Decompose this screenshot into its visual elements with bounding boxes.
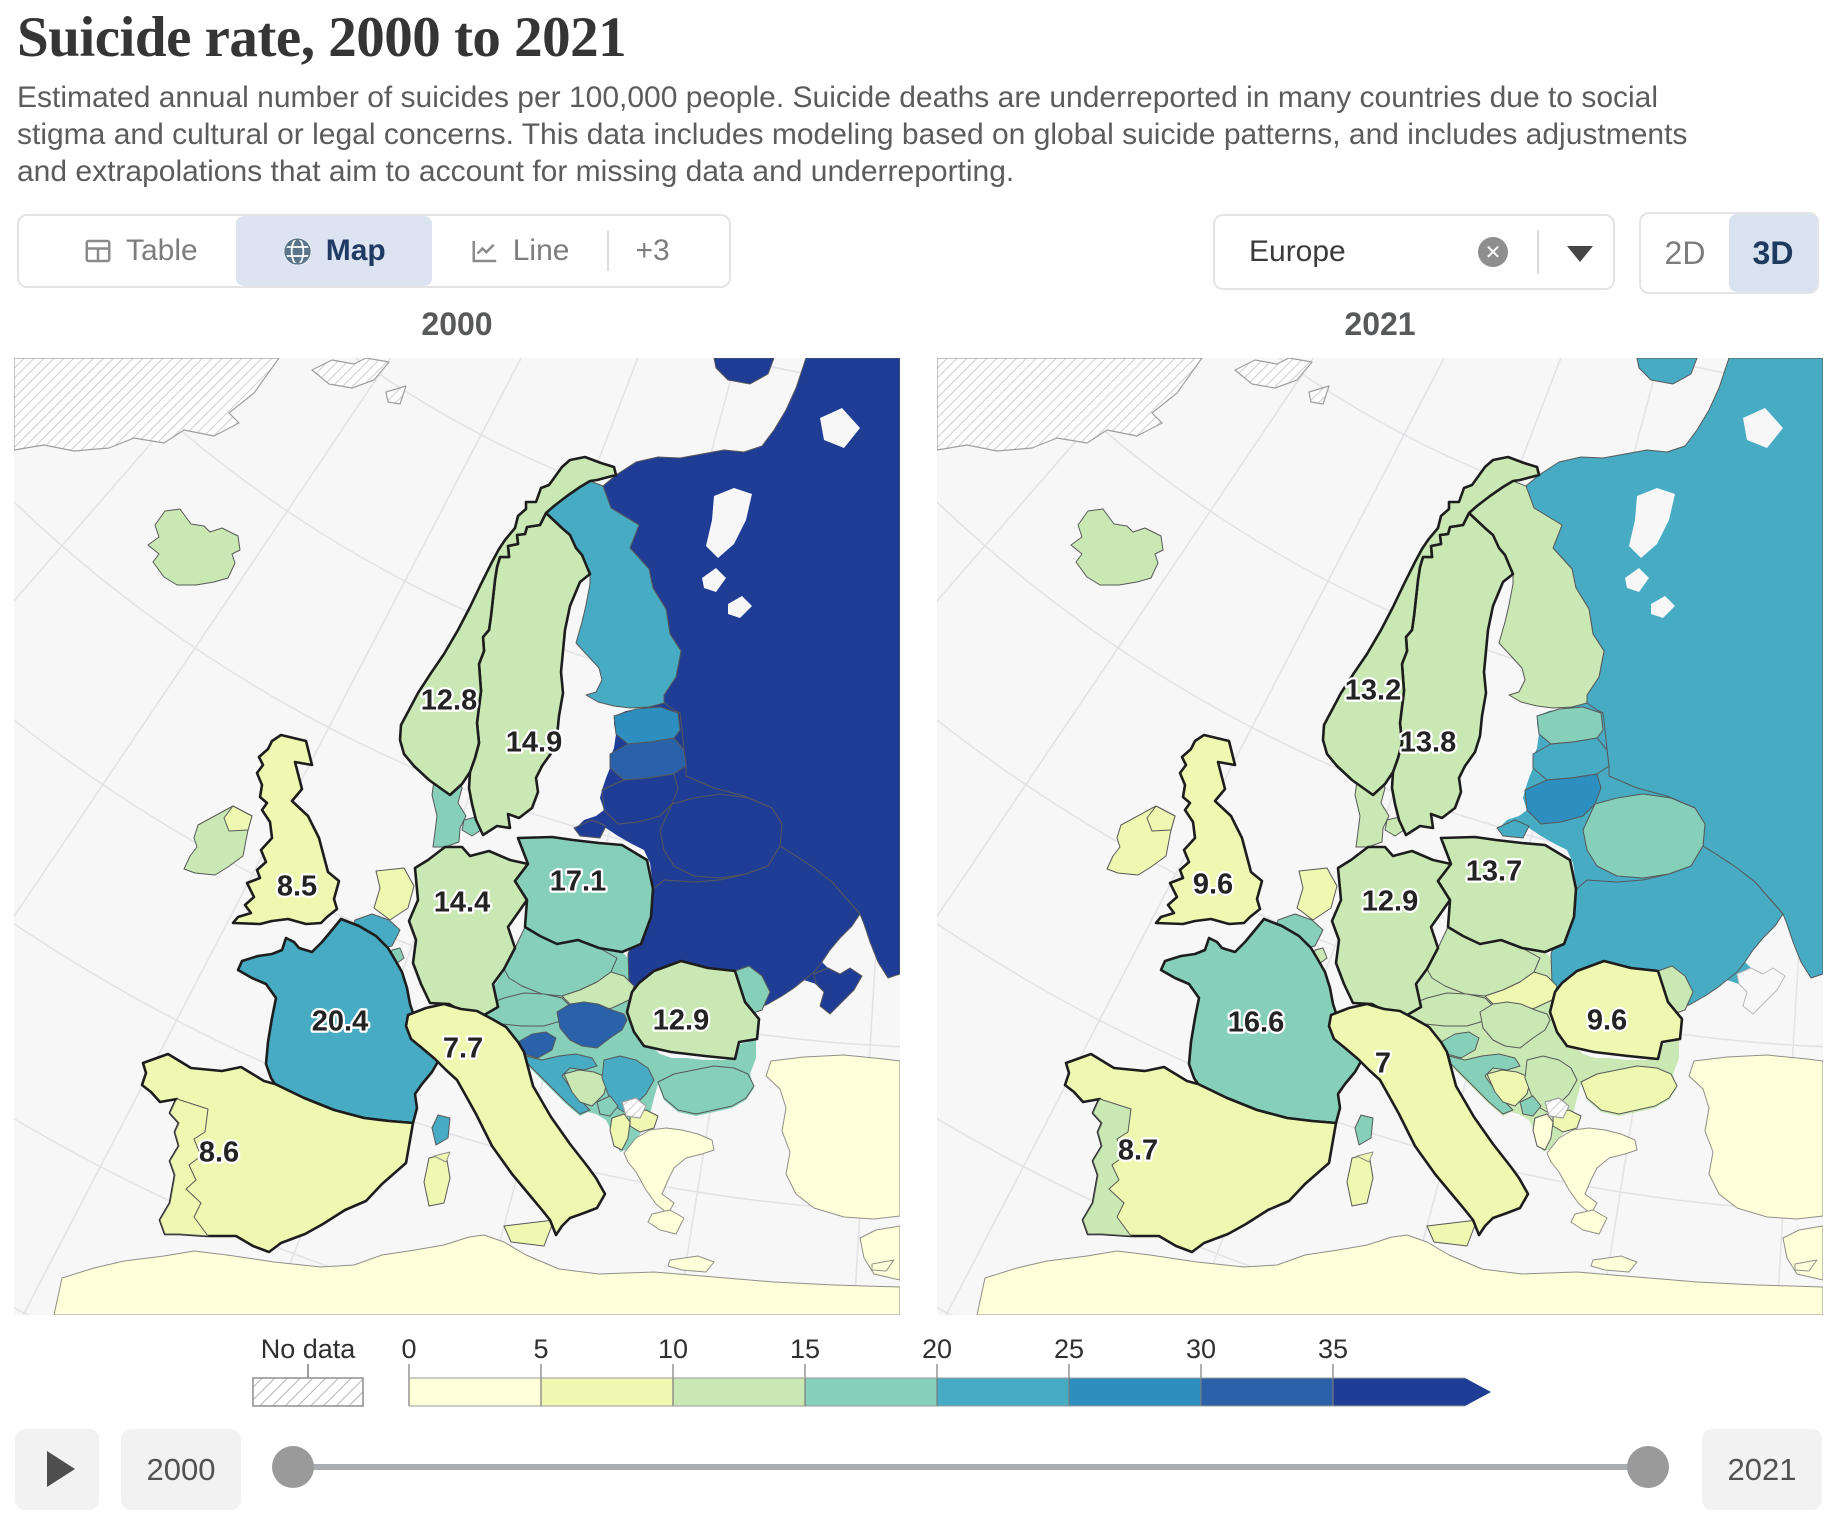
svg-text:12.8: 12.8 <box>421 685 477 717</box>
svg-text:30: 30 <box>1186 1334 1216 1364</box>
svg-text:16.6: 16.6 <box>1228 1007 1284 1039</box>
svg-text:7.7: 7.7 <box>443 1033 483 1065</box>
svg-text:8.6: 8.6 <box>199 1137 239 1169</box>
svg-text:9.6: 9.6 <box>1193 869 1233 901</box>
svg-text:13.2: 13.2 <box>1345 675 1401 707</box>
svg-text:9.6: 9.6 <box>1587 1005 1627 1037</box>
svg-text:25: 25 <box>1054 1334 1084 1364</box>
svg-text:13.8: 13.8 <box>1400 727 1456 759</box>
svg-text:12.9: 12.9 <box>653 1005 709 1037</box>
svg-text:12.9: 12.9 <box>1362 886 1418 918</box>
svg-text:7: 7 <box>1375 1048 1391 1080</box>
svg-text:14.4: 14.4 <box>434 887 490 919</box>
svg-text:15: 15 <box>790 1334 820 1364</box>
svg-text:14.9: 14.9 <box>506 727 562 759</box>
svg-text:0: 0 <box>401 1334 416 1364</box>
svg-text:17.1: 17.1 <box>550 866 606 898</box>
svg-text:8.5: 8.5 <box>277 871 317 903</box>
svg-text:20: 20 <box>922 1334 952 1364</box>
svg-text:13.7: 13.7 <box>1466 856 1522 888</box>
svg-text:8.7: 8.7 <box>1118 1135 1158 1167</box>
svg-text:5: 5 <box>533 1334 548 1364</box>
svg-text:35: 35 <box>1318 1334 1348 1364</box>
svg-text:No data: No data <box>261 1334 357 1364</box>
svg-text:20.4: 20.4 <box>312 1006 368 1038</box>
svg-text:10: 10 <box>658 1334 688 1364</box>
